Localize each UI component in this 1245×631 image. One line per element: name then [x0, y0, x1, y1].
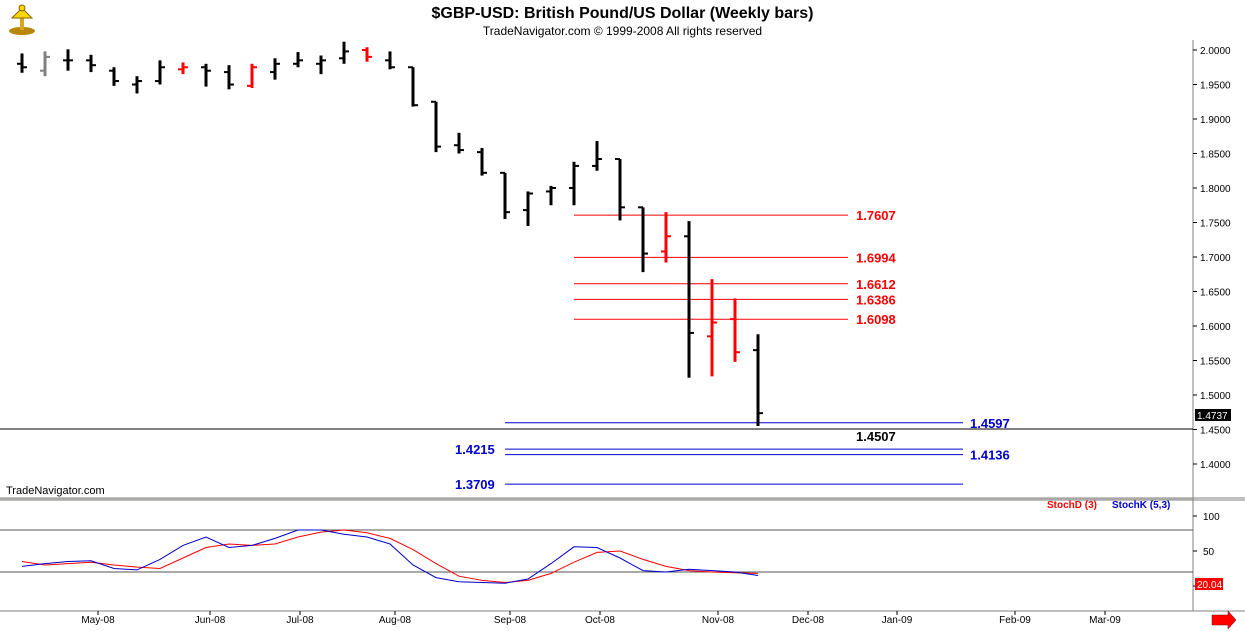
ohlc-bar: [385, 51, 395, 70]
price-axis: 2.0000 1.9500 1.9000 1.8500 1.8000 1.7500 1.70…: [1193, 46, 1231, 471]
month-label: Nov-08: [702, 615, 735, 626]
price-tick-label: 1.8000: [1200, 184, 1231, 195]
ohlc-bar: [454, 132, 464, 154]
ohlc-bar: [592, 141, 602, 171]
stoch-k-legend: StochK (5,3): [1112, 500, 1170, 511]
ohlc-bar: [707, 279, 717, 377]
ohlc-bar: [224, 65, 234, 90]
month-label: Jan-09: [882, 615, 913, 626]
price-tick-label: 1.5000: [1200, 391, 1231, 402]
stoch-d-line: [21, 529, 759, 584]
ohlc-bar: [17, 53, 27, 73]
chart-subtitle: TradeNavigator.com © 1999-2008 All right…: [482, 24, 763, 38]
x-axis-months: May-08 Jun-08 Jul-08 Aug-08 Sep-08 Oct-08 Nov-…: [81, 611, 1121, 626]
ohlc-bar: [155, 60, 165, 85]
level-label: 1.6612: [856, 277, 896, 292]
month-label: Dec-08: [792, 615, 825, 626]
ohlc-bar: [730, 298, 740, 362]
level-label: 1.7607: [856, 208, 896, 223]
last-price-box: [1195, 409, 1231, 421]
ohlc-bars: [17, 41, 763, 427]
ohlc-bar: [132, 76, 142, 94]
ohlc-bar: [477, 147, 487, 176]
stoch-tick-label: 50: [1203, 547, 1215, 558]
month-label: Sep-08: [494, 615, 527, 626]
ohlc-bar: [109, 67, 119, 86]
month-label: Jul-08: [286, 615, 314, 626]
ohlc-bar: [523, 191, 533, 226]
chart-header: $GBP-USD: British Pound/US Dollar (Weekl…: [0, 0, 1245, 41]
price-tick-label: 1.6000: [1200, 322, 1231, 333]
price-tick-label: 1.6500: [1200, 288, 1231, 299]
price-tick-label: 1.9500: [1200, 81, 1231, 92]
stoch-tick-label: 100: [1203, 512, 1220, 523]
price-chart[interactable]: 2.0000 1.9500 1.9000 1.8500 1.8000 1.7500 1.70…: [0, 40, 1245, 631]
level-label: 1.3709: [455, 477, 495, 492]
level-label: 1.4507: [856, 429, 896, 444]
ohlc-bar: [569, 161, 579, 206]
y-axis-area: [1193, 40, 1245, 611]
month-label: May-08: [81, 615, 115, 626]
ohlc-bar: [408, 66, 418, 107]
ohlc-bar: [247, 63, 257, 88]
price-panel: [0, 40, 1193, 498]
trade-navigator-logo-icon: [9, 4, 35, 35]
ohlc-bar: [431, 100, 441, 153]
ohlc-bar: [178, 62, 188, 75]
ohlc-bar: [293, 52, 303, 68]
ohlc-bar: [63, 49, 73, 71]
price-tick-label: 1.9000: [1200, 115, 1231, 126]
ohlc-bar: [201, 63, 211, 87]
ohlc-bar: [546, 185, 556, 206]
stochastic-panel: [0, 500, 1193, 611]
stoch-last-box: [1195, 578, 1223, 590]
month-label: Mar-09: [1089, 615, 1121, 626]
price-tick-label: 2.0000: [1200, 46, 1231, 57]
price-tick-label: 1.4500: [1200, 426, 1231, 437]
level-label: 1.4215: [455, 442, 495, 457]
month-label: Oct-08: [585, 615, 615, 626]
price-tick-label: 1.7500: [1200, 219, 1231, 230]
ohlc-bar: [661, 212, 671, 263]
last-price-label: 1.4737: [1197, 411, 1228, 422]
ohlc-bar: [339, 41, 349, 64]
price-tick-label: 1.5500: [1200, 357, 1231, 368]
level-label: 1.6994: [856, 250, 897, 265]
ohlc-bar: [753, 334, 763, 427]
price-tick-label: 1.8500: [1200, 150, 1231, 161]
price-tick-label: 1.4000: [1200, 460, 1231, 471]
level-label: 1.4597: [970, 416, 1010, 431]
ohlc-bar: [362, 47, 372, 62]
ohlc-bar: [615, 158, 625, 221]
ohlc-bar: [40, 51, 50, 77]
stoch-d-legend: StochD (3): [1047, 500, 1097, 511]
stoch-last-label: 20.04: [1197, 580, 1222, 591]
ohlc-bar: [270, 58, 280, 80]
level-label: 1.6098: [856, 312, 896, 327]
level-label: 1.6386: [856, 292, 896, 307]
month-label: Aug-08: [379, 615, 412, 626]
ohlc-bar: [500, 171, 510, 220]
stoch-k-line: [21, 529, 759, 584]
price-tick-label: 1.7000: [1200, 253, 1231, 264]
scroll-right-arrow-icon[interactable]: [1211, 610, 1237, 630]
ohlc-bar: [638, 206, 648, 273]
x-axis-area: [0, 611, 1245, 631]
ohlc-bar: [86, 54, 96, 73]
ohlc-bar: [684, 221, 694, 378]
stochastic-reference-lines: [0, 529, 1193, 573]
month-label: Feb-09: [999, 615, 1031, 626]
ohlc-bar: [316, 55, 326, 75]
month-label: Jun-08: [195, 615, 226, 626]
chart-title: $GBP-USD: British Pound/US Dollar (Weekl…: [431, 5, 814, 22]
level-label: 1.4136: [970, 448, 1010, 463]
watermark: TradeNavigator.com: [6, 485, 105, 497]
